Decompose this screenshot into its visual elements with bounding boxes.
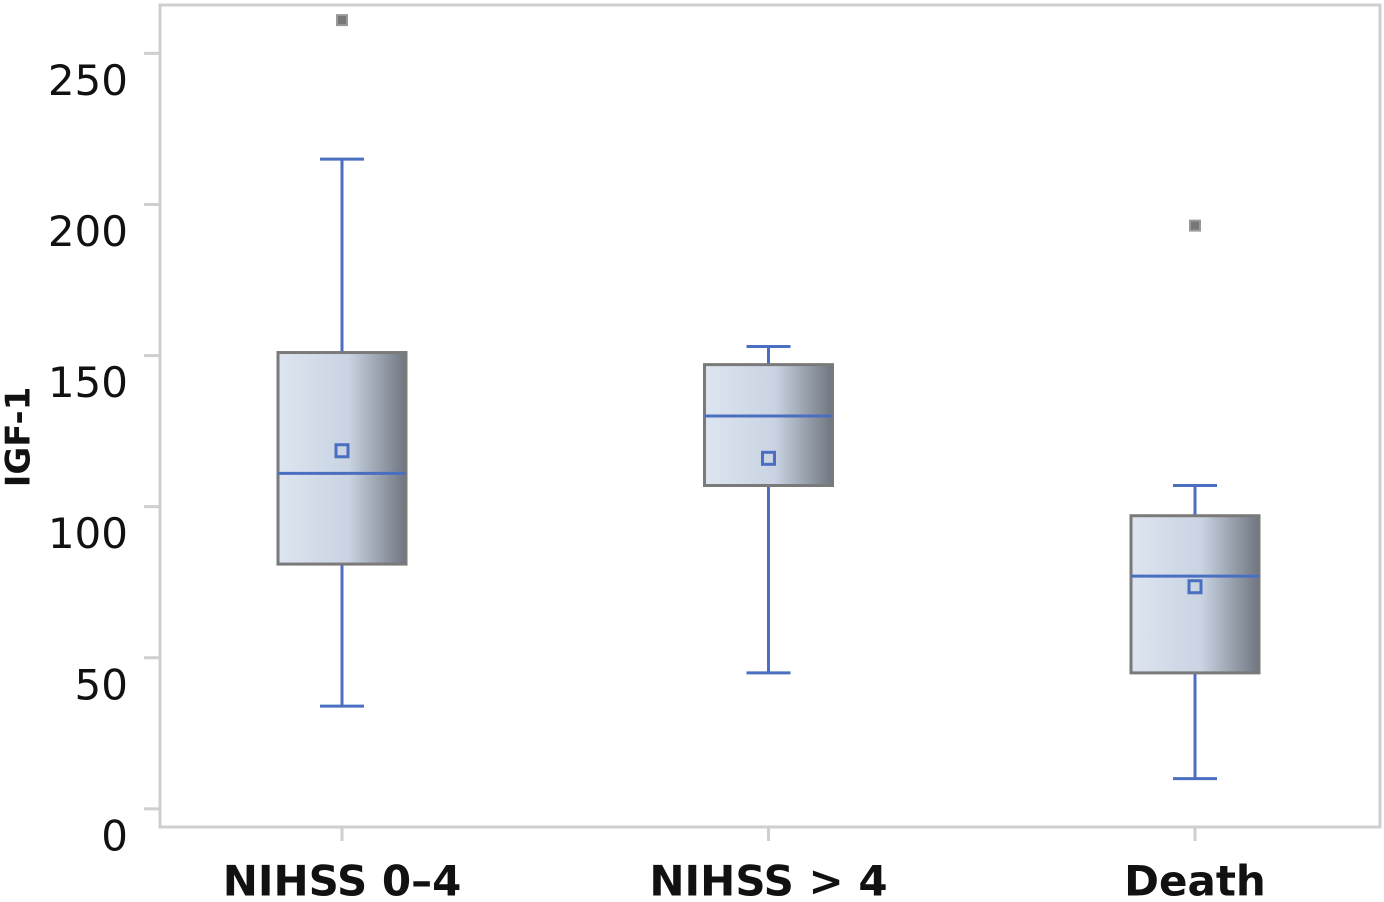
y-tick-label: 250 bbox=[48, 56, 128, 105]
x-tick-label: NIHSS > 4 bbox=[649, 857, 887, 902]
outlier bbox=[1189, 219, 1201, 232]
y-tick-label: 100 bbox=[48, 509, 128, 558]
mean bbox=[761, 450, 776, 466]
y-tick-label: 50 bbox=[75, 660, 128, 709]
x-tick-label: NIHSS 0–4 bbox=[223, 857, 462, 902]
mean bbox=[1187, 579, 1203, 595]
y-tick-label: 200 bbox=[48, 207, 128, 256]
y-axis-title: IGF-1 bbox=[0, 387, 39, 488]
box bbox=[703, 363, 834, 488]
box bbox=[1129, 514, 1261, 675]
x-tick-label: Death bbox=[1124, 857, 1266, 902]
mean bbox=[334, 443, 350, 459]
y-tick-label: 150 bbox=[48, 358, 128, 407]
y-tick-label: 0 bbox=[101, 811, 128, 860]
box bbox=[276, 351, 408, 566]
outlier bbox=[336, 14, 348, 27]
